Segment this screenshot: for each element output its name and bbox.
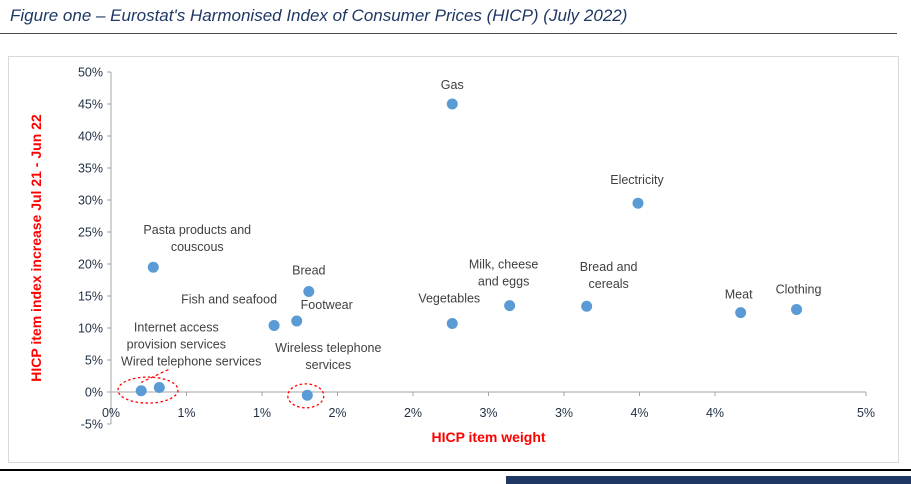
y-tick-label: 35% bbox=[78, 162, 103, 176]
data-point-label: Internet access bbox=[134, 321, 219, 335]
data-point-label: Milk, cheese bbox=[469, 258, 539, 272]
data-point bbox=[446, 98, 458, 110]
data-point bbox=[504, 300, 516, 312]
y-tick-label: -5% bbox=[81, 418, 103, 432]
y-tick-label: 40% bbox=[78, 130, 103, 144]
data-point bbox=[632, 197, 644, 209]
y-tick-label: 25% bbox=[78, 226, 103, 240]
y-tick-label: 45% bbox=[78, 98, 103, 112]
data-point-label: Vegetables bbox=[418, 292, 480, 306]
data-point-label: Wired telephone services bbox=[121, 355, 261, 369]
y-tick-label: 50% bbox=[78, 66, 103, 80]
data-point-label: Bread bbox=[292, 264, 325, 278]
chart-frame: -5% 0% 5% 10% 15% 20% 25% 30% 35% 40% 45% 50% 0% 1% 1%… bbox=[8, 56, 899, 463]
x-tick-label: 3% bbox=[479, 406, 497, 420]
x-tick-label: 4% bbox=[706, 406, 724, 420]
x-tick-label: 0% bbox=[102, 406, 120, 420]
y-tick-label: 30% bbox=[78, 194, 103, 208]
data-point-label: Meat bbox=[725, 288, 753, 302]
data-point-label: Bread and bbox=[580, 260, 638, 274]
y-tick-label: 20% bbox=[78, 258, 103, 272]
x-tick-label: 2% bbox=[328, 406, 346, 420]
data-point bbox=[791, 303, 803, 315]
data-point bbox=[268, 319, 280, 331]
x-tick-label: 5% bbox=[857, 406, 875, 420]
x-tick-label: 2% bbox=[404, 406, 422, 420]
callout-ellipse bbox=[287, 383, 325, 409]
y-tick-label: 0% bbox=[85, 386, 103, 400]
y-tick-label: 5% bbox=[85, 354, 103, 368]
data-point-label: Pasta products and bbox=[143, 223, 251, 237]
scatter-chart: -5%0%5%10%15%20%25%30%35%40%45%50%0% 1% 1%… bbox=[28, 66, 875, 446]
data-point bbox=[301, 389, 313, 401]
data-point-label: Gas bbox=[441, 78, 464, 92]
x-tick-label: 1% bbox=[177, 406, 195, 420]
data-point bbox=[291, 315, 303, 327]
callout-leader-line bbox=[140, 369, 169, 383]
x-tick-label: 4% bbox=[630, 406, 648, 420]
x-tick-label: 3% bbox=[555, 406, 573, 420]
data-point-label: Fish and seafood bbox=[181, 292, 277, 306]
data-point-label: and eggs bbox=[478, 275, 529, 289]
data-point-label: Footwear bbox=[301, 298, 353, 312]
title-underline bbox=[0, 33, 897, 34]
data-point-label: provision services bbox=[127, 338, 226, 352]
data-point-label: Clothing bbox=[776, 282, 822, 296]
data-point bbox=[147, 261, 159, 273]
y-axis-title: HICP item index increase Jul 21 - Jun 22 bbox=[28, 114, 44, 382]
x-tick-label: 1% bbox=[253, 406, 271, 420]
callout-ellipse bbox=[117, 376, 179, 404]
data-point-label: services bbox=[305, 358, 351, 372]
data-point bbox=[153, 382, 165, 394]
data-point bbox=[581, 300, 593, 312]
data-point bbox=[303, 286, 315, 298]
y-tick-label: 15% bbox=[78, 290, 103, 304]
footer-rule bbox=[0, 469, 911, 471]
footer-accent-bar bbox=[506, 476, 911, 484]
x-axis-title: HICP item weight bbox=[431, 429, 545, 445]
data-point bbox=[735, 307, 747, 319]
data-point-label: couscous bbox=[171, 240, 224, 254]
data-point-label: Wireless telephone bbox=[275, 341, 381, 355]
data-point-label: cereals bbox=[589, 277, 629, 291]
data-point-label: Electricity bbox=[610, 173, 664, 187]
figure-title: Figure one – Eurostat's Harmonised Index… bbox=[10, 6, 628, 25]
y-tick-label: 10% bbox=[78, 322, 103, 336]
data-point bbox=[446, 318, 458, 330]
data-point bbox=[135, 385, 147, 397]
